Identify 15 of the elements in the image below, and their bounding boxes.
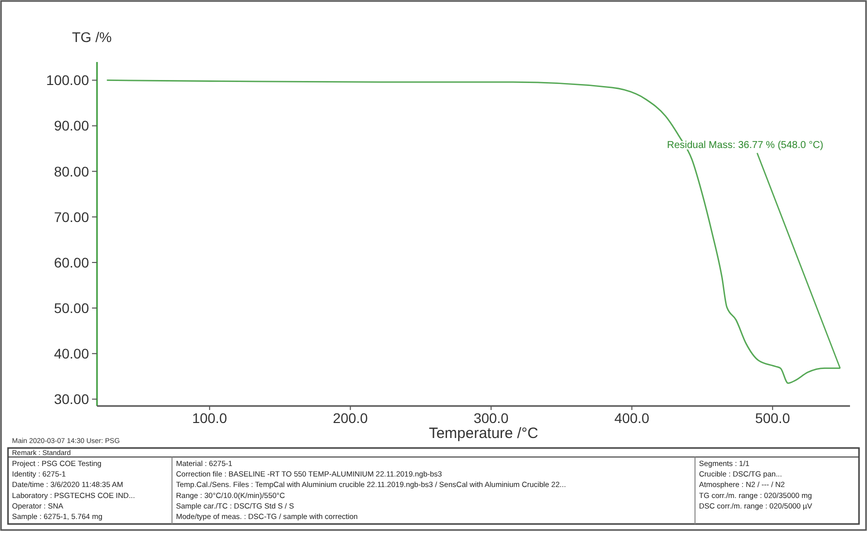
y-tick-label: 90.00 xyxy=(54,118,90,134)
x-tick-label: 400.0 xyxy=(614,410,650,426)
y-tick-label: 40.00 xyxy=(54,346,90,362)
x-tick-label: 500.0 xyxy=(755,410,790,426)
x-tick-label: 200.0 xyxy=(332,410,368,426)
x-tick-label: 100.0 xyxy=(192,410,228,426)
y-tick-label: 80.00 xyxy=(54,163,90,180)
y-tick-label: 50.00 xyxy=(54,300,90,316)
y-axis-title: TG /% xyxy=(72,29,112,45)
x-axis-title: Temperature /°C xyxy=(428,425,538,442)
y-tick-label: 30.00 xyxy=(54,391,90,408)
x-tick-label: 300.0 xyxy=(474,410,509,426)
y-tick-label: 60.00 xyxy=(54,254,90,270)
y-tick-label: 70.00 xyxy=(54,208,90,225)
y-tick-label: 100.00 xyxy=(46,72,90,88)
